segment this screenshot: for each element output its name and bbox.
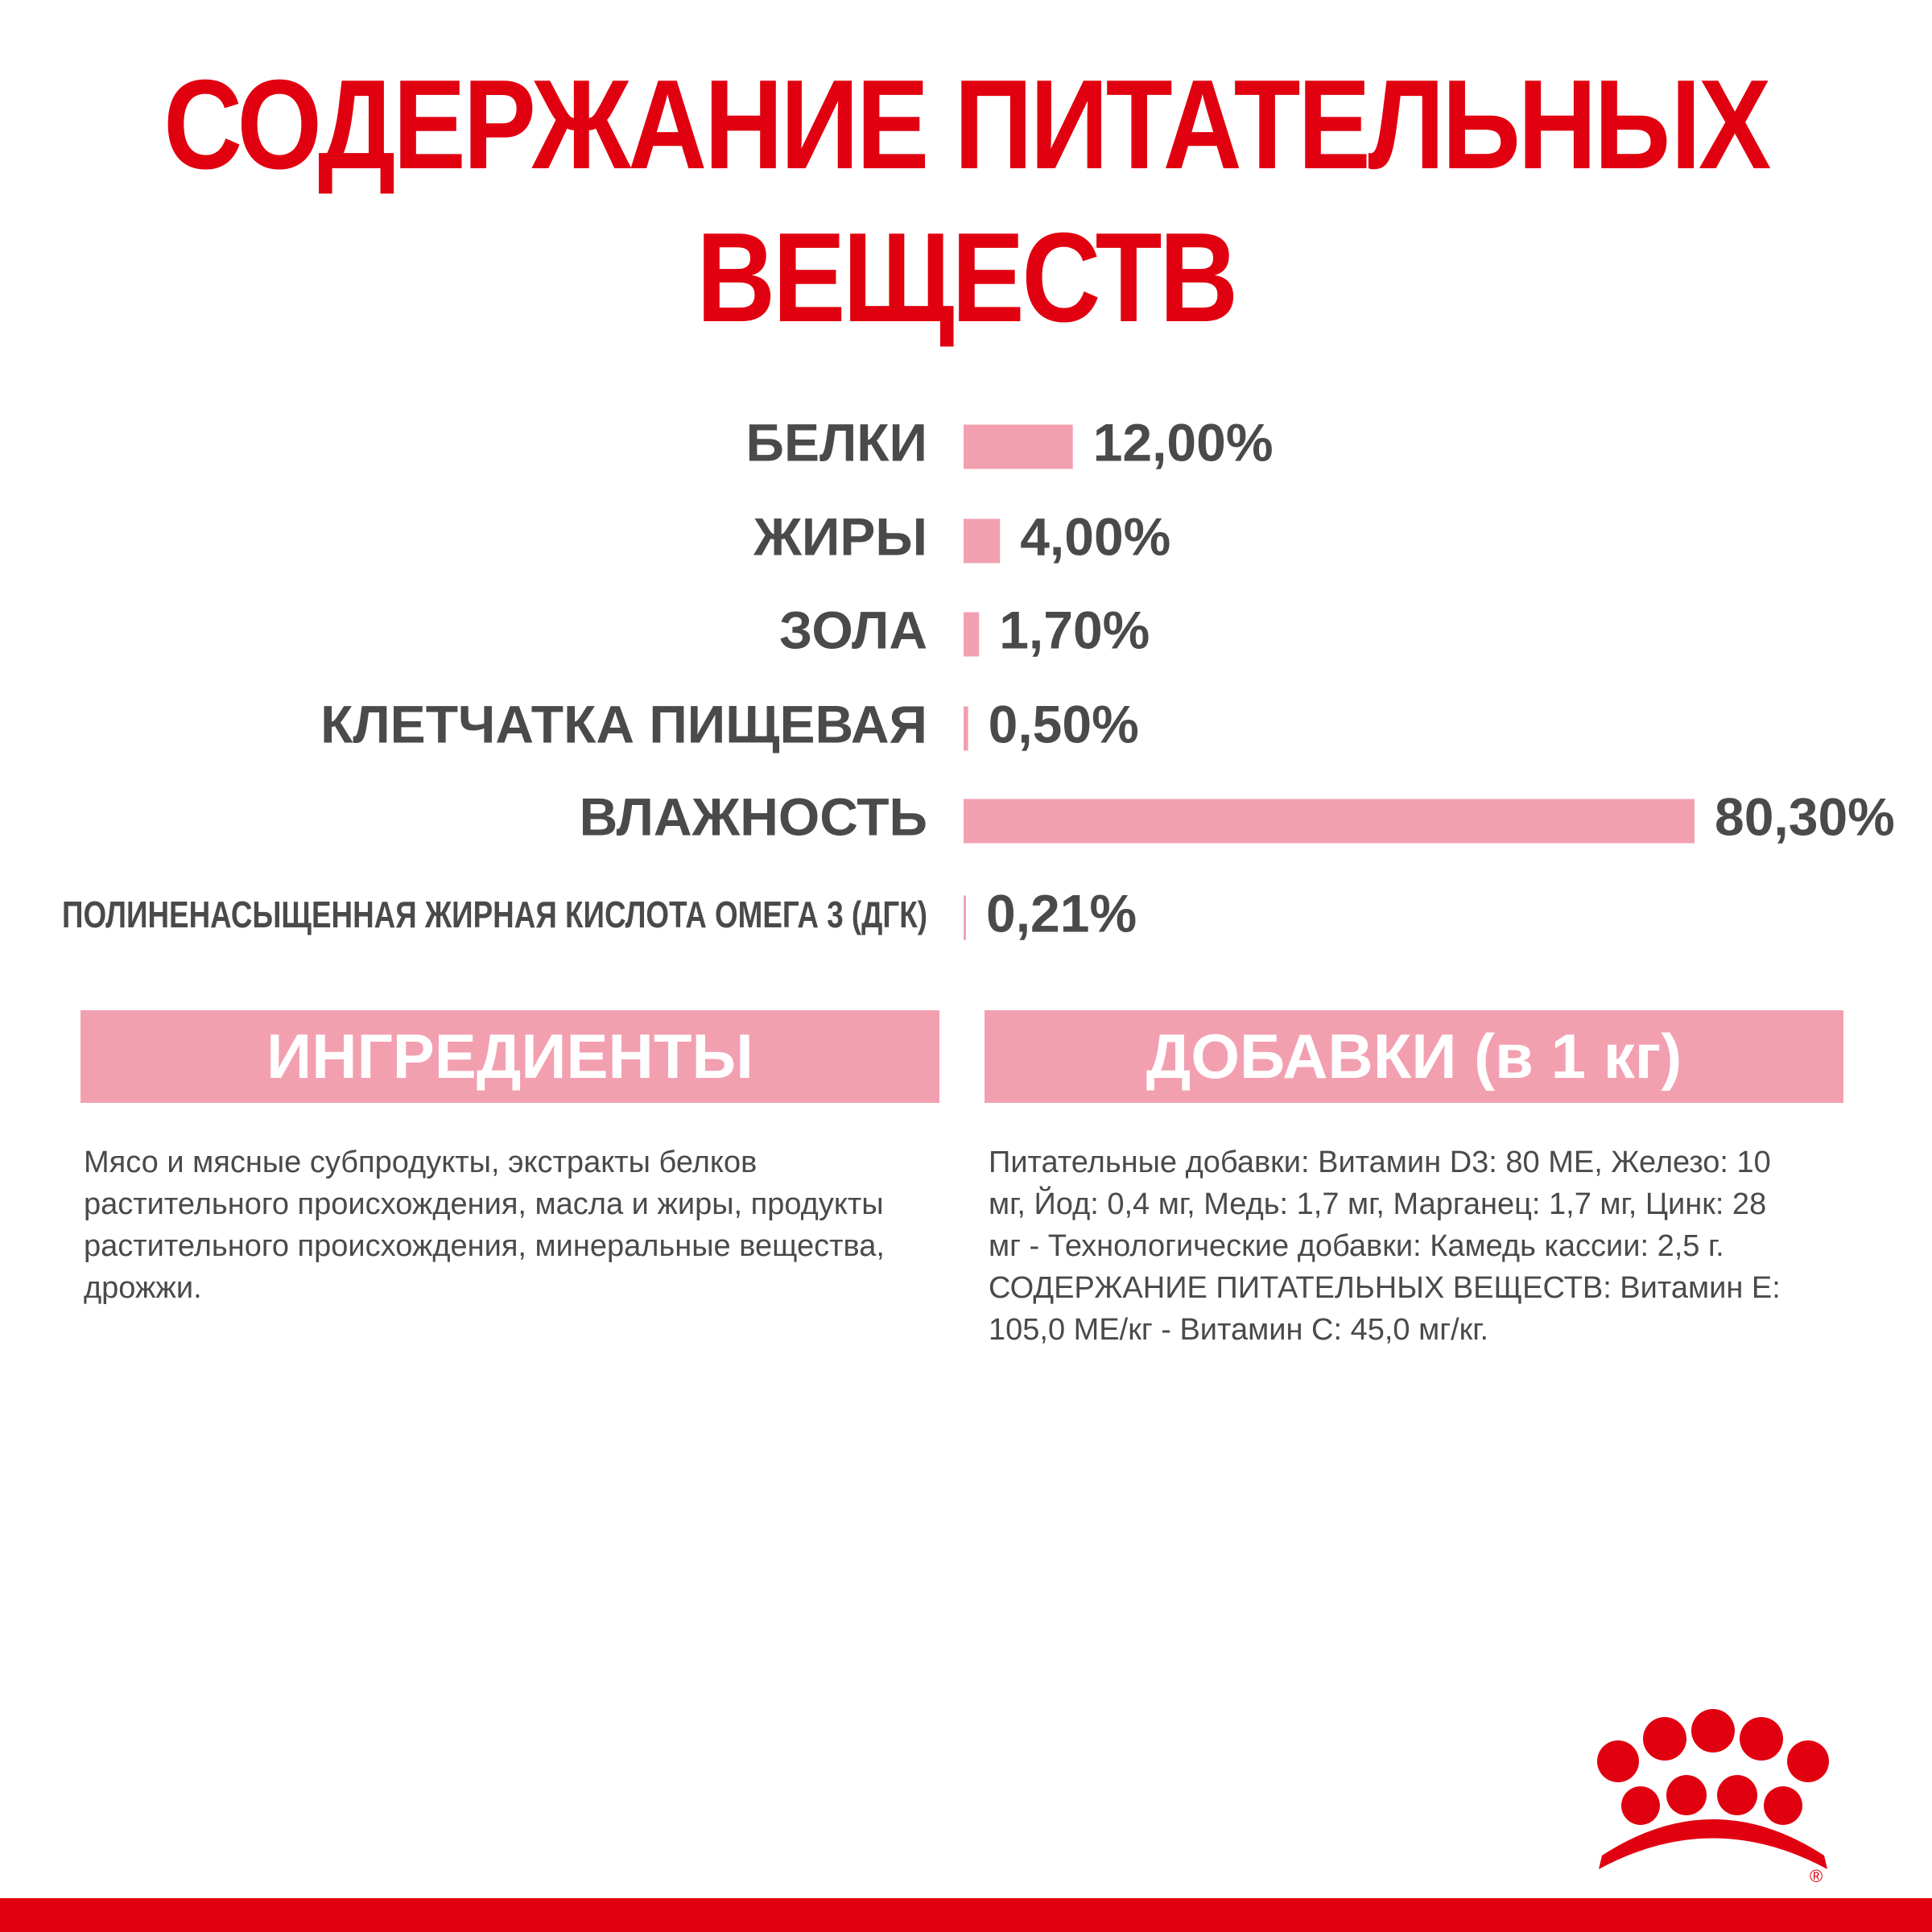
category-label: ЖИРЫ [753, 506, 927, 566]
value-label: 80,30% [1715, 786, 1895, 846]
nutrient-bar-chart: БЕЛКИ 12,00% ЖИРЫ 4,00% ЗОЛА 1,70% КЛЕТЧАТКА П… [62, 412, 1895, 943]
ingredients-text: Мясо и мясные субпродукты, экстракты бел… [84, 1146, 885, 1305]
bar [964, 612, 980, 657]
bar [964, 424, 1073, 469]
page-title-line-2: ВЕЩЕСТВ [696, 207, 1238, 349]
page-title: СОДЕРЖАНИЕ ПИТАТЕЛЬНЫХ ВЕЩЕСТВ [135, 48, 1797, 354]
additives-text: Питательные добавки: Витамин D3: 80 МЕ, … [989, 1146, 1781, 1347]
bar [964, 706, 968, 751]
bar [964, 799, 1695, 844]
value-label: 0,50% [989, 694, 1139, 753]
category-label: ПОЛИНЕНАСЫЩЕННАЯ ЖИРНАЯ КИСЛОТА ОМЕГА 3 … [62, 894, 927, 935]
value-label: 4,00% [1020, 506, 1170, 566]
bottom-brand-bar [0, 1898, 1932, 1932]
value-label: 12,00% [1093, 412, 1274, 472]
page-title-line-1: СОДЕРЖАНИЕ ПИТАТЕЛЬНЫХ [163, 54, 1771, 196]
value-label: 0,21% [986, 883, 1137, 943]
ingredients-header: ИНГРЕДИЕНТЫ [80, 1010, 939, 1103]
category-label: БЕЛКИ [746, 412, 928, 472]
category-label: ЗОЛА [779, 600, 927, 659]
bar [964, 895, 966, 940]
additives-header: ДОБАВКИ (в 1 кг) [985, 1010, 1843, 1103]
registered-mark: ® [1810, 1866, 1823, 1886]
royal-canin-crown-icon: ® [1597, 1709, 1829, 1886]
category-label: КЛЕТЧАТКА ПИЩЕВАЯ [320, 694, 927, 753]
bar [964, 518, 1001, 564]
value-label: 1,70% [999, 600, 1150, 659]
category-label: ВЛАЖНОСТЬ [580, 786, 927, 846]
